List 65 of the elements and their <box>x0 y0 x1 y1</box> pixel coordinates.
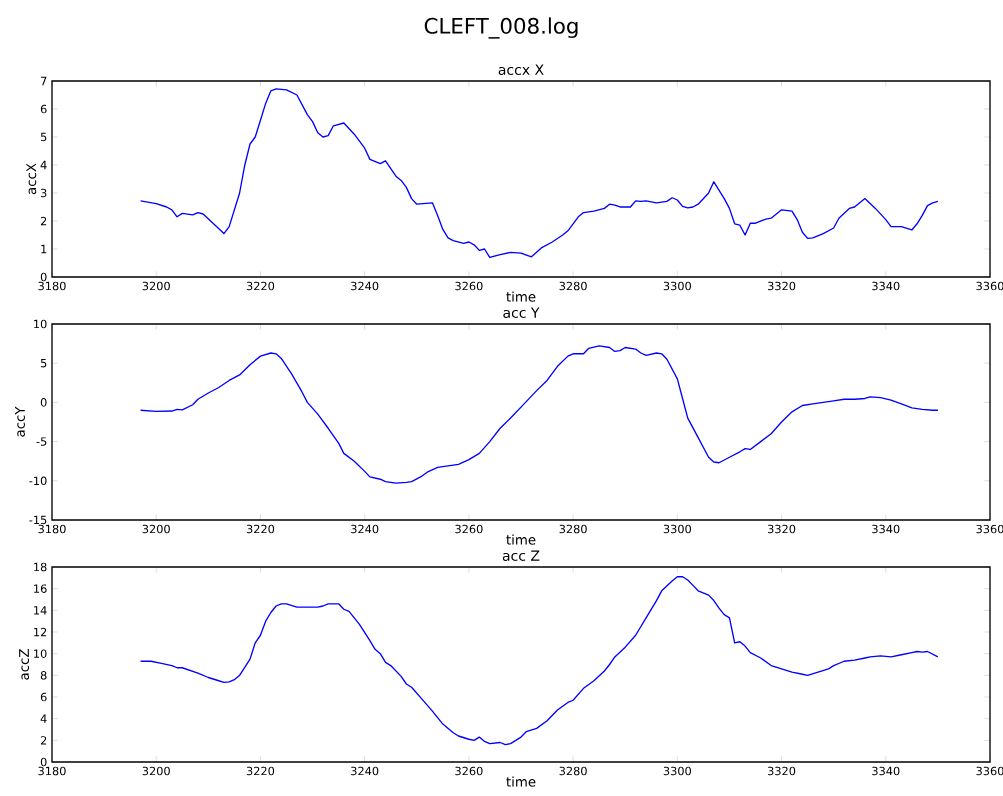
x-tick-label: 3280 <box>559 766 587 776</box>
y-tick-label: 8 <box>40 671 47 680</box>
y-tick-label: 3 <box>40 188 47 198</box>
x-tick-label: 3340 <box>872 766 900 776</box>
x-tick-label: 3360 <box>976 766 1003 776</box>
y-tick-label: 7 <box>41 76 47 86</box>
x-tick-label: 3220 <box>246 766 275 776</box>
x-tick-label: 3340 <box>872 281 900 291</box>
x-tick-label: 3180 <box>38 524 66 534</box>
y-axis-title: accY <box>15 406 25 437</box>
x-tick-label: 3240 <box>351 281 379 291</box>
x-tick-label: 3260 <box>455 281 483 291</box>
y-tick-label: 5 <box>40 358 47 368</box>
y-tick-label: 0 <box>40 757 47 767</box>
y-tick-label: 18 <box>34 562 47 572</box>
x-tick-label: 3280 <box>559 281 587 291</box>
x-tick-label: 3200 <box>142 524 170 534</box>
x-tick-label: 3220 <box>246 524 275 534</box>
x-tick-label: 3300 <box>663 281 691 291</box>
y-tick-label: -10 <box>29 476 47 486</box>
x-tick-label: 3260 <box>455 766 483 776</box>
y-tick-label: 14 <box>34 606 47 615</box>
y-tick-label: 0 <box>40 398 47 407</box>
y-tick-label: 1 <box>41 244 47 254</box>
y-tick-label: 4 <box>40 714 47 723</box>
y-tick-label: 12 <box>34 627 47 637</box>
x-tick-label: 3320 <box>768 524 796 534</box>
x-tick-label: 3300 <box>663 524 691 534</box>
x-tick-label: 3260 <box>455 524 483 534</box>
line-series <box>139 345 939 484</box>
x-axis-title: time <box>506 534 536 545</box>
x-tick-label: 3320 <box>768 766 796 776</box>
chart-subtitle: accx X <box>498 64 544 75</box>
x-tick-label: 3280 <box>559 524 587 534</box>
y-tick-label: 6 <box>40 692 47 702</box>
x-tick-label: 3360 <box>976 281 1003 291</box>
x-tick-label: 3300 <box>663 766 691 776</box>
x-axis-title: time <box>506 776 536 787</box>
y-tick-label: -15 <box>29 515 47 525</box>
x-tick-label: 3240 <box>351 524 379 534</box>
x-tick-label: 3220 <box>246 281 275 291</box>
y-tick-label: 4 <box>40 160 47 170</box>
chart-title: acc Y <box>503 307 540 318</box>
y-tick-label: 10 <box>34 649 47 658</box>
x-tick-label: 3320 <box>768 281 796 291</box>
x-tick-label: 3180 <box>38 281 66 291</box>
y-tick-label: 10 <box>34 319 47 329</box>
chart-title: acc Z <box>502 550 540 561</box>
y-tick-label: 2 <box>40 216 47 226</box>
chart-title: CLEFT_008.log <box>424 17 578 39</box>
x-tick-label: 3180 <box>38 766 66 776</box>
y-axis-title: accZ <box>19 649 30 680</box>
y-tick-label: 0 <box>40 272 47 282</box>
x-tick-label: 3200 <box>142 281 170 291</box>
y-tick-label: 2 <box>40 736 47 745</box>
y-axis-title: accX <box>26 163 37 195</box>
y-tick-label: 6 <box>40 104 47 114</box>
x-axis-title: time <box>506 291 536 302</box>
x-tick-label: 3340 <box>872 524 900 534</box>
x-tick-label: 3200 <box>142 766 170 776</box>
y-tick-label: 16 <box>34 584 47 593</box>
x-tick-label: 3240 <box>351 766 379 776</box>
y-tick-label: 5 <box>40 132 47 142</box>
x-tick-label: 3360 <box>976 524 1003 534</box>
y-tick-label: -5 <box>36 437 47 446</box>
